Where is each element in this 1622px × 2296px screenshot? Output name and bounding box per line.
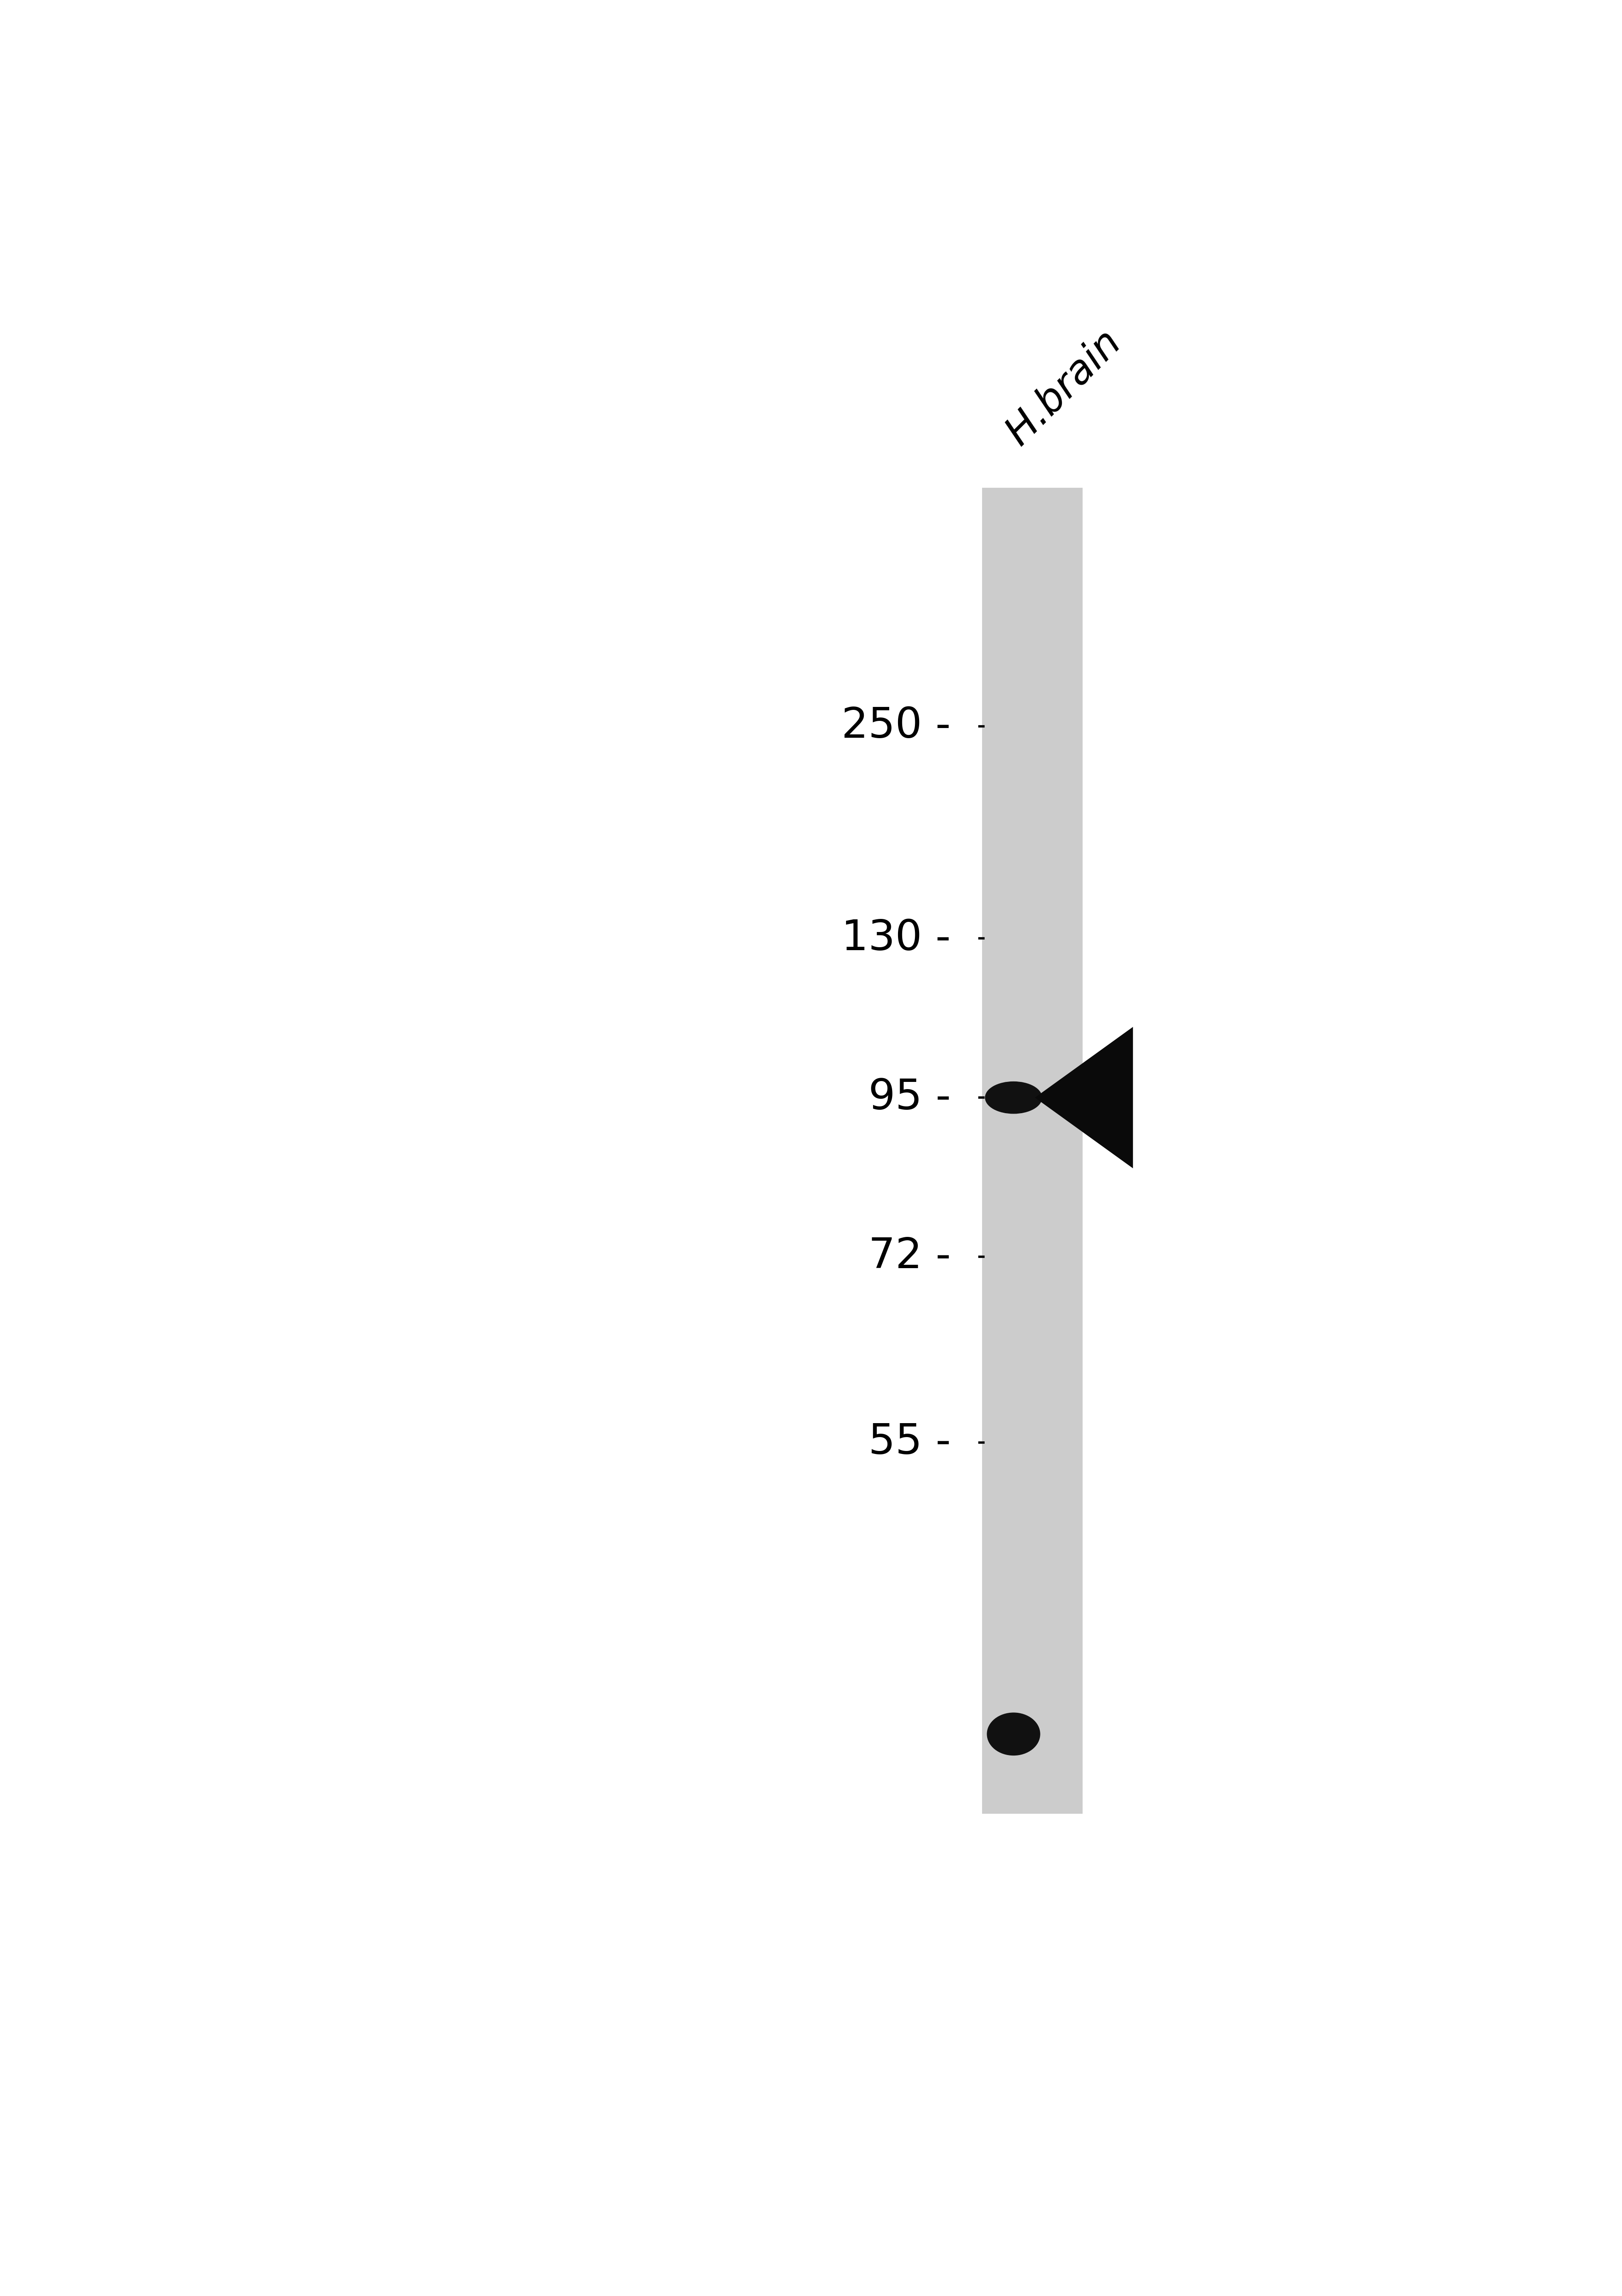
Text: H.brain: H.brain — [999, 321, 1129, 452]
Text: 95 -: 95 - — [868, 1077, 950, 1118]
Text: 130 -: 130 - — [842, 918, 950, 960]
Ellipse shape — [988, 1713, 1040, 1754]
Ellipse shape — [985, 1081, 1041, 1114]
Bar — [981, 487, 1083, 1814]
Text: 250 -: 250 - — [842, 705, 950, 746]
Text: 55 -: 55 - — [868, 1421, 950, 1463]
Text: 72 -: 72 - — [868, 1235, 950, 1277]
Polygon shape — [1035, 1026, 1132, 1169]
